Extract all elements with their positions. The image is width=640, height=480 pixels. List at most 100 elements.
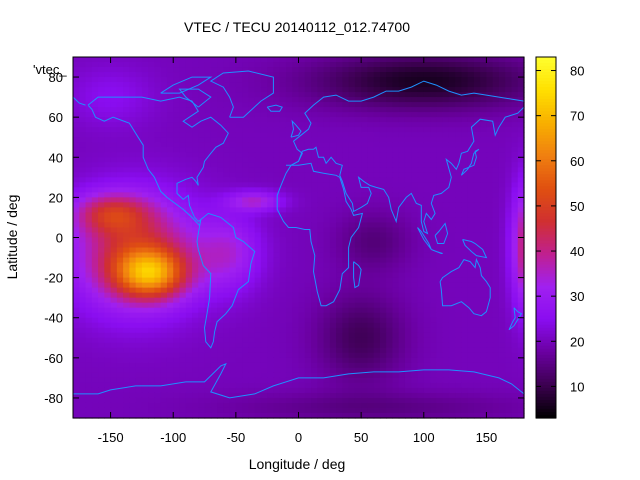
heatmap-cell bbox=[398, 132, 406, 138]
heatmap-cell bbox=[273, 332, 281, 339]
heatmap-cell bbox=[116, 347, 124, 354]
heatmap-cell bbox=[473, 332, 481, 339]
heatmap-cell bbox=[361, 112, 368, 118]
heatmap-cell bbox=[73, 192, 80, 198]
heatmap-cell bbox=[417, 222, 425, 229]
heatmap-cell bbox=[192, 132, 199, 138]
heatmap-cell bbox=[179, 272, 187, 279]
heatmap-cell bbox=[98, 62, 105, 68]
heatmap-cell bbox=[373, 172, 381, 178]
heatmap-cell bbox=[329, 182, 337, 188]
heatmap-cell bbox=[154, 347, 162, 354]
heatmap-cell bbox=[173, 262, 181, 269]
heatmap-cell bbox=[361, 167, 368, 173]
heatmap-cell bbox=[311, 337, 318, 344]
heatmap-cell bbox=[354, 172, 362, 178]
heatmap-cell bbox=[517, 317, 525, 324]
heatmap-cell bbox=[392, 67, 400, 73]
heatmap-cell bbox=[386, 207, 394, 214]
heatmap-cell bbox=[480, 302, 488, 309]
heatmap-cell bbox=[292, 262, 300, 269]
heatmap-cell bbox=[210, 372, 218, 379]
heatmap-cell bbox=[467, 367, 475, 374]
heatmap-cell bbox=[461, 387, 469, 394]
heatmap-cell bbox=[329, 237, 337, 244]
heatmap-cell bbox=[455, 182, 462, 188]
heatmap-cell bbox=[260, 252, 268, 259]
heatmap-cell bbox=[505, 167, 513, 173]
heatmap-cell bbox=[379, 287, 387, 294]
heatmap-cell bbox=[148, 402, 156, 409]
heatmap-cell bbox=[110, 112, 118, 118]
heatmap-cell bbox=[467, 132, 475, 138]
heatmap-cell bbox=[267, 272, 275, 279]
heatmap-cell bbox=[242, 202, 249, 209]
heatmap-cell bbox=[254, 207, 262, 214]
heatmap-cell bbox=[348, 277, 356, 284]
heatmap-cell bbox=[461, 82, 469, 88]
heatmap-cell bbox=[198, 117, 206, 123]
heatmap-cell bbox=[505, 242, 513, 249]
heatmap-cell bbox=[166, 367, 174, 374]
heatmap-cell bbox=[235, 397, 243, 404]
heatmap-cell bbox=[317, 252, 325, 259]
heatmap-cell bbox=[323, 152, 331, 158]
heatmap-cell bbox=[292, 147, 300, 153]
heatmap-cell bbox=[141, 367, 149, 374]
heatmap-cell bbox=[505, 102, 513, 108]
heatmap-cell bbox=[292, 82, 300, 88]
heatmap-cell bbox=[91, 127, 99, 133]
heatmap-cell bbox=[79, 57, 87, 63]
heatmap-cell bbox=[110, 167, 118, 173]
heatmap-cell bbox=[98, 202, 105, 209]
heatmap-cell bbox=[455, 92, 462, 98]
heatmap-cell bbox=[79, 282, 87, 289]
heatmap-cell bbox=[242, 232, 249, 239]
heatmap-cell bbox=[423, 77, 431, 83]
heatmap-cell bbox=[442, 307, 450, 314]
heatmap-cell bbox=[73, 137, 80, 143]
heatmap-cell bbox=[511, 297, 519, 304]
heatmap-cell bbox=[285, 147, 293, 153]
heatmap-cell bbox=[210, 182, 218, 188]
heatmap-cell bbox=[354, 97, 362, 103]
heatmap-cell bbox=[317, 132, 325, 138]
heatmap-cell bbox=[511, 72, 519, 78]
heatmap-cell bbox=[148, 247, 156, 254]
heatmap-cell bbox=[248, 187, 256, 193]
heatmap-cell bbox=[223, 397, 231, 404]
heatmap-cell bbox=[192, 367, 199, 374]
heatmap-cell bbox=[273, 92, 281, 98]
heatmap-cell bbox=[104, 307, 112, 314]
heatmap-cell bbox=[273, 347, 281, 354]
heatmap-cell bbox=[73, 172, 80, 178]
heatmap-cell bbox=[229, 107, 237, 113]
heatmap-cell bbox=[198, 337, 206, 344]
heatmap-cell bbox=[141, 287, 149, 294]
heatmap-cell bbox=[267, 347, 275, 354]
heatmap-cell bbox=[342, 222, 350, 229]
heatmap-cell bbox=[498, 72, 506, 78]
heatmap-cell bbox=[498, 257, 506, 264]
heatmap-cell bbox=[461, 147, 469, 153]
heatmap-cell bbox=[417, 262, 425, 269]
heatmap-cell bbox=[404, 267, 412, 274]
heatmap-cell bbox=[198, 62, 206, 68]
heatmap-cell bbox=[423, 172, 431, 178]
heatmap-cell bbox=[248, 362, 256, 369]
heatmap-cell bbox=[235, 77, 243, 83]
heatmap-cell bbox=[267, 57, 275, 63]
heatmap-cell bbox=[210, 142, 218, 148]
heatmap-cell bbox=[461, 107, 469, 113]
heatmap-cell bbox=[123, 302, 130, 309]
heatmap-cell bbox=[217, 337, 224, 344]
heatmap-cell bbox=[342, 57, 350, 63]
heatmap-cell bbox=[217, 147, 224, 153]
heatmap-cell bbox=[185, 277, 193, 284]
heatmap-cell bbox=[204, 272, 212, 279]
heatmap-cell bbox=[486, 307, 494, 314]
heatmap-cell bbox=[498, 357, 506, 364]
heatmap-cell bbox=[323, 377, 331, 384]
heatmap-cell bbox=[217, 232, 224, 239]
heatmap-cell bbox=[492, 107, 500, 113]
